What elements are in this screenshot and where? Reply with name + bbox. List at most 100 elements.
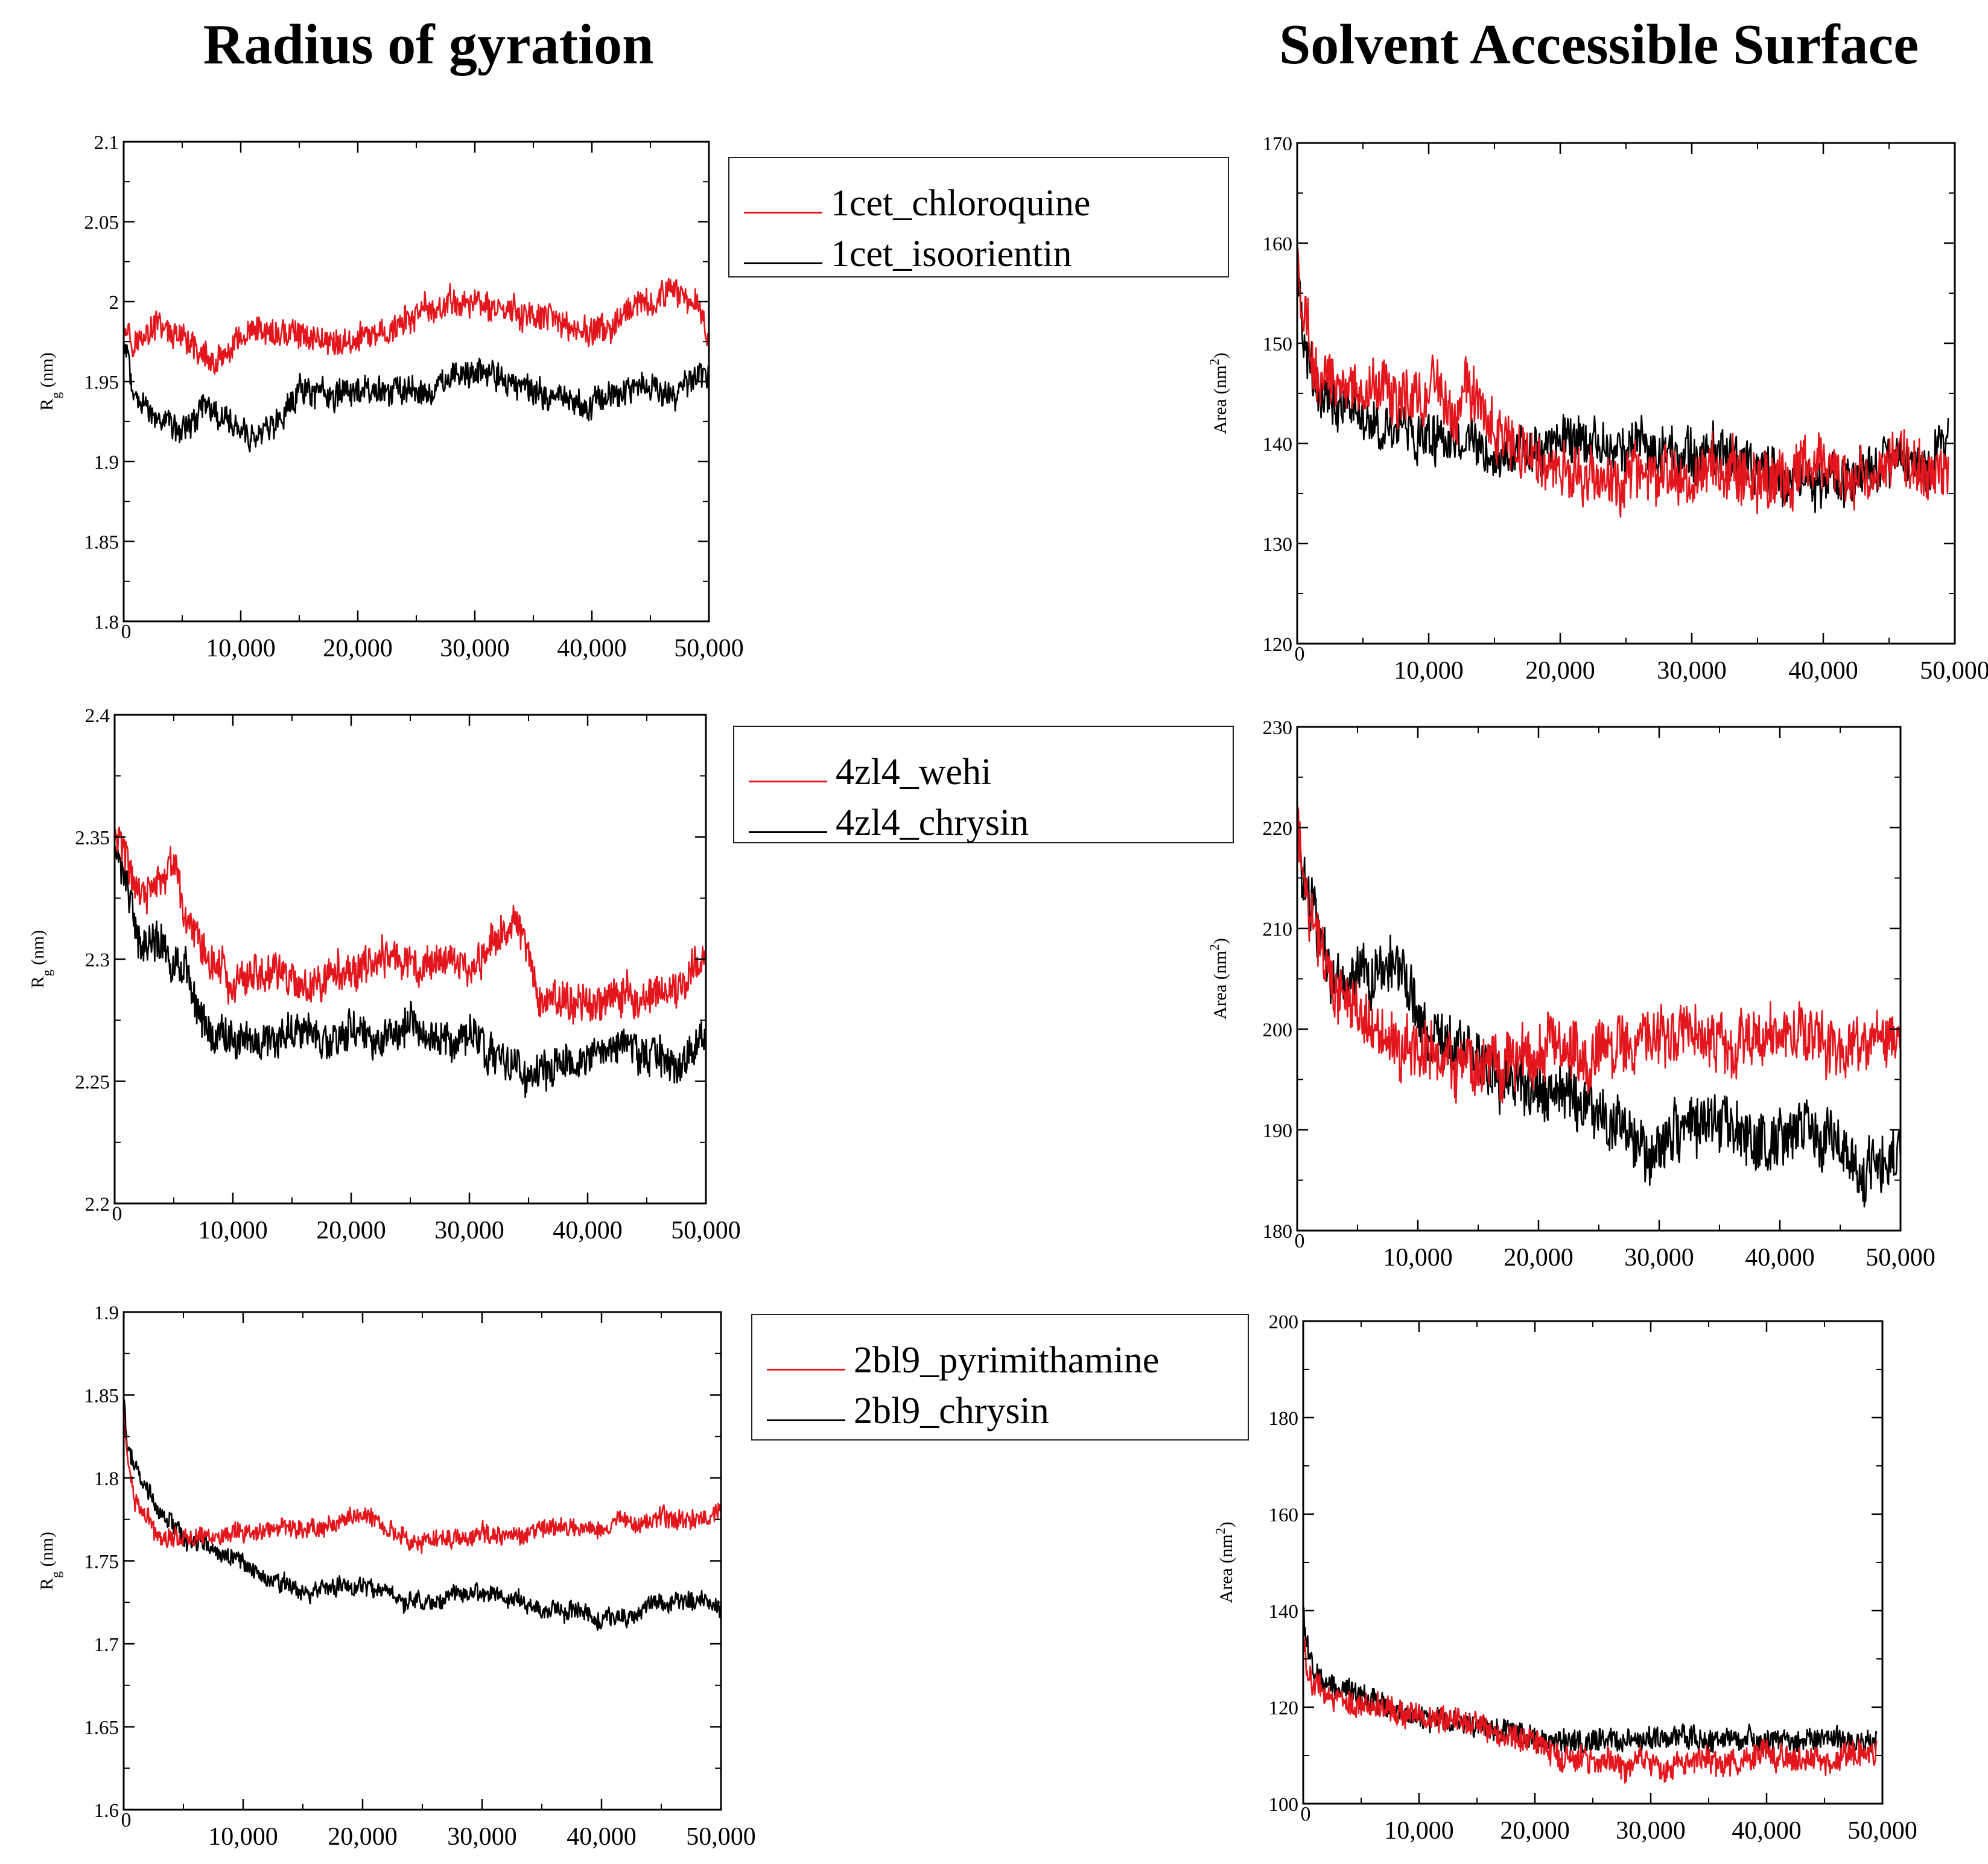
- y-tick-label: 140: [1269, 1601, 1299, 1623]
- legend-entry: 1cet_isoorientin: [744, 222, 1213, 273]
- legend-label: 4zl4_chrysin: [836, 802, 1029, 843]
- y-axis-label: Rg (nm): [37, 352, 63, 411]
- y-tick-label: 1.85: [84, 532, 119, 554]
- y-tick-label: 130: [1263, 534, 1293, 556]
- x-tick-label: 20,000: [1504, 1244, 1574, 1272]
- y-tick-label: 2.3: [85, 949, 110, 971]
- legend-entry: 4zl4_chrysin: [749, 791, 1218, 842]
- x-tick-label: 10,000: [1384, 1817, 1454, 1845]
- legend-swatch-red: [744, 212, 822, 214]
- y-tick-label: 2.05: [84, 212, 119, 234]
- x-tick-label: 40,000: [567, 1823, 637, 1851]
- x-tick-label: 50,000: [674, 635, 744, 662]
- legend-entry: 2bl9_chrysin: [767, 1379, 1233, 1430]
- rg-4zl4-chart: 0 10,000 20,000 30,000 40,000 50,000 2.2 2.25 2.…: [28, 705, 741, 1244]
- x-tick-label: 40,000: [1745, 1244, 1815, 1272]
- x-tick-label: 10,000: [206, 635, 276, 662]
- legend-swatch-black: [744, 262, 822, 264]
- x-tick-label: 20,000: [328, 1823, 398, 1851]
- x-tick-label: 10,000: [1383, 1244, 1453, 1272]
- x-tick-label: 20,000: [316, 1217, 386, 1244]
- solvent-accessible-surface-title: Solvent Accessible Surface: [1279, 13, 1919, 76]
- y-tick-label: 1.9: [94, 1302, 119, 1324]
- x-tick-label: 30,000: [1624, 1244, 1694, 1272]
- x-tick-label: 50,000: [1866, 1244, 1936, 1272]
- legend-swatch-red: [767, 1369, 845, 1371]
- series-1cet_isoorientin: [124, 338, 709, 453]
- x-tick-label: 10,000: [1394, 657, 1464, 685]
- y-tick-label: 220: [1263, 818, 1293, 840]
- y-axis-label: Area (nm2): [1213, 1521, 1237, 1603]
- y-tick-label: 2.25: [75, 1072, 110, 1094]
- legend-label: 1cet_chloroquine: [831, 183, 1091, 224]
- series-2bl9_chrysin: [1303, 1607, 1878, 1757]
- legend-label: 2bl9_pyrimithamine: [854, 1340, 1160, 1381]
- y-axis-label: Area (nm2): [1207, 938, 1231, 1019]
- x-tick-label: 40,000: [1788, 657, 1858, 685]
- y-tick-label: 150: [1263, 334, 1293, 355]
- y-tick-label: 200: [1263, 1019, 1293, 1041]
- series-2bl9_pyrimithamine: [1303, 1629, 1878, 1784]
- x-tick-label: 20,000: [323, 635, 393, 662]
- series-4zl4_chrysin: [115, 844, 706, 1098]
- x-tick-label: 50,000: [1847, 1817, 1917, 1845]
- y-tick-label: 2.4: [85, 705, 110, 727]
- y-tick-label: 190: [1263, 1120, 1293, 1142]
- x-tick-label: 0: [121, 1809, 132, 1831]
- y-tick-label: 180: [1269, 1408, 1299, 1430]
- legend-swatch-black: [767, 1419, 845, 1421]
- legend-label: 1cet_isoorientin: [831, 233, 1072, 274]
- x-tick-label: 40,000: [1732, 1817, 1802, 1845]
- x-tick-label: 40,000: [557, 635, 627, 662]
- y-tick-label: 1.65: [84, 1717, 119, 1739]
- series-4zl4_wehi: [1297, 806, 1901, 1104]
- y-tick-label: 1.7: [94, 1634, 119, 1656]
- legend-4zl4: 4zl4_wehi 4zl4_chrysin: [733, 726, 1234, 843]
- y-tick-label: 120: [1263, 634, 1293, 656]
- y-tick-label: 1.9: [94, 452, 119, 474]
- y-tick-label: 2.35: [75, 828, 110, 849]
- y-axis-label: Area (nm2): [1207, 352, 1231, 434]
- legend-swatch-black: [749, 831, 827, 833]
- y-tick-label: 1.6: [94, 1800, 119, 1822]
- rg-1cet-chart: 0 10,000 20,000 30,000 40,000 50,000 1.8 1.85 1.…: [37, 132, 744, 662]
- x-tick-label: 0: [1295, 643, 1305, 665]
- sas-4zl4-chart: 0 10,000 20,000 30,000 40,000 50,000 180 190 200…: [1207, 717, 1936, 1272]
- y-tick-label: 170: [1263, 133, 1293, 155]
- x-tick-label: 0: [121, 621, 132, 643]
- x-tick-label: 40,000: [553, 1217, 623, 1244]
- y-axis-label: Rg (nm): [28, 930, 54, 989]
- y-tick-label: 100: [1269, 1794, 1299, 1816]
- y-tick-label: 2: [109, 292, 119, 314]
- rg-2bl9-chart: 0 10,000 20,000 30,000 40,000 50,000 1.6 1.65 1.…: [37, 1302, 756, 1851]
- x-tick-label: 30,000: [1657, 657, 1727, 685]
- sas-2bl9-chart: 0 10,000 20,000 30,000 40,000 50,000 100 120 140…: [1213, 1311, 1917, 1845]
- x-tick-label: 10,000: [208, 1823, 278, 1851]
- y-tick-label: 2.1: [94, 132, 119, 154]
- x-tick-label: 0: [1295, 1230, 1305, 1252]
- series-1cet_chloroquine: [1297, 245, 1949, 518]
- y-tick-label: 230: [1263, 717, 1293, 739]
- y-tick-label: 1.8: [94, 612, 119, 633]
- legend-label: 4zl4_wehi: [836, 752, 992, 793]
- y-tick-label: 210: [1263, 919, 1293, 940]
- y-tick-label: 1.8: [94, 1468, 119, 1490]
- y-tick-label: 200: [1269, 1311, 1299, 1333]
- y-tick-label: 180: [1263, 1221, 1293, 1243]
- x-tick-label: 20,000: [1525, 657, 1595, 685]
- y-tick-label: 160: [1269, 1504, 1299, 1526]
- x-tick-label: 30,000: [447, 1823, 517, 1851]
- legend-1cet: 1cet_chloroquine 1cet_isoorientin: [728, 157, 1229, 277]
- x-tick-label: 30,000: [434, 1217, 504, 1244]
- y-tick-label: 2.2: [85, 1194, 110, 1216]
- series-1cet_chloroquine: [124, 277, 709, 375]
- legend-entry: 2bl9_pyrimithamine: [767, 1328, 1233, 1379]
- sas-1cet-chart: 0 10,000 20,000 30,000 40,000 50,000 120 130 140…: [1207, 133, 1988, 685]
- y-axis-label: Rg (nm): [37, 1532, 63, 1590]
- legend-swatch-red: [749, 781, 827, 782]
- y-tick-label: 160: [1263, 233, 1293, 255]
- series-2bl9_chrysin: [124, 1398, 721, 1631]
- legend-entry: 1cet_chloroquine: [744, 171, 1213, 222]
- x-tick-label: 0: [1301, 1803, 1311, 1825]
- series-2bl9_pyrimithamine: [124, 1404, 721, 1554]
